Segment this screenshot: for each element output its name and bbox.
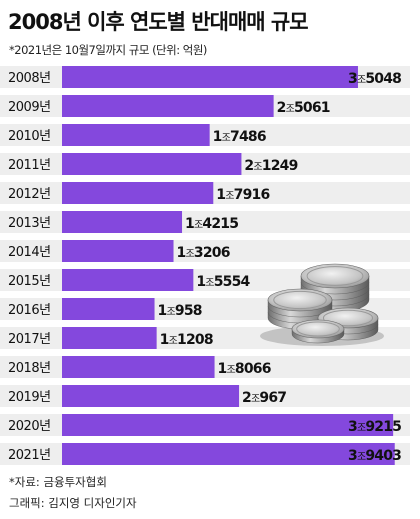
value-label: 1조7486 [213,129,266,145]
value-label: 3조5048 [348,71,401,87]
bar [62,443,395,465]
bar [62,298,155,320]
year-label: 2016년 [8,303,51,318]
year-label: 2020년 [8,419,51,434]
coin-stack-icon [260,263,384,346]
chart-row: 2020년 3조9215 [0,414,410,436]
bar [62,124,210,146]
bar [62,240,174,262]
year-label: 2009년 [8,100,51,115]
bar [62,327,157,349]
value-label: 1조5554 [196,274,250,290]
bar [62,385,240,407]
year-label: 2017년 [8,332,51,347]
year-label: 2014년 [8,245,51,260]
chart-title: 2008년 이후 연도별 반대매매 규모 [8,10,309,34]
value-label: 3조9403 [348,448,401,464]
chart-row: 2012년 1조7916 [0,182,410,204]
bar [62,153,242,175]
year-label: 2018년 [8,361,51,376]
year-label: 2013년 [8,216,51,231]
bar [62,269,194,291]
year-label: 2010년 [8,129,51,144]
chart-row: 2008년 3조5048 [0,66,410,88]
value-label: 2조5061 [277,100,330,116]
chart-row: 2021년 3조9403 [0,443,410,465]
data-source: *자료: 금융투자협회 [9,475,107,489]
year-label: 2019년 [8,390,51,405]
year-label: 2008년 [8,71,51,86]
bar [62,182,214,204]
chart-subtitle: *2021년은 10월7일까지 규모 (단위: 억원) [9,43,207,57]
year-label: 2015년 [8,274,51,289]
bar [62,211,183,233]
chart-row: 2019년 2조967 [0,385,410,407]
value-label: 3조9215 [348,419,401,435]
year-label: 2021년 [8,448,51,463]
chart-row: 2010년 1조7486 [0,124,410,146]
bar [62,66,358,88]
value-label: 1조8066 [218,361,271,377]
value-label: 1조958 [158,303,202,319]
value-label: 2조1249 [244,158,297,174]
value-label: 1조4215 [185,216,238,232]
chart-row: 2009년 2조5061 [0,95,410,117]
value-label: 1조1208 [160,332,213,348]
bar [62,95,274,117]
bar [62,356,215,378]
value-label: 1조3206 [177,245,230,261]
bar [62,414,394,436]
chart-row: 2018년 1조8066 [0,356,410,378]
graphic-credit: 그래픽: 김지영 디자인기자 [9,496,137,510]
chart-row: 2013년 1조4215 [0,211,410,233]
chart-row: 2011년 2조1249 [0,153,410,175]
year-label: 2012년 [8,187,51,202]
value-label: 1조7916 [216,187,269,203]
year-label: 2011년 [8,158,51,173]
value-label: 2조967 [242,390,286,406]
chart-row: 2014년 1조3206 [0,240,410,262]
